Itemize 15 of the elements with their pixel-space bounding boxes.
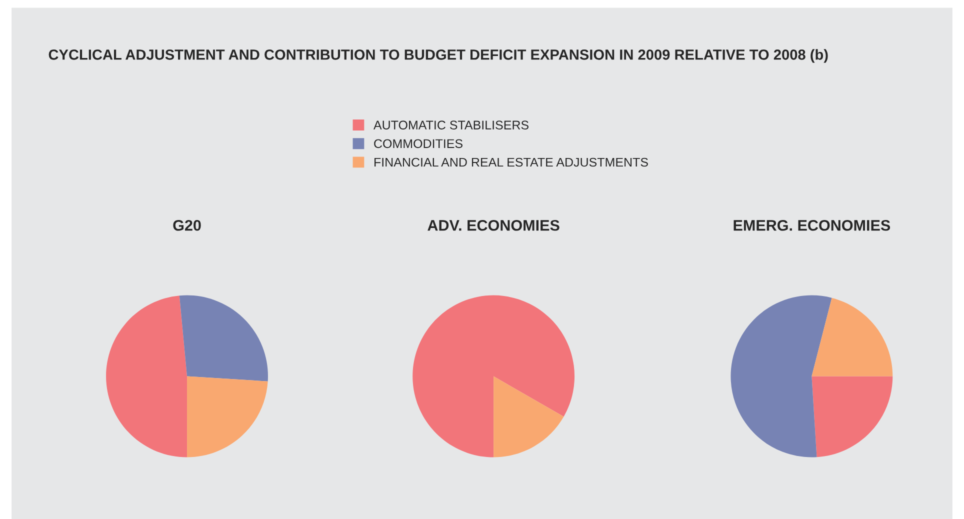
chart-title: EMERG. ECONOMIES bbox=[734, 220, 890, 231]
pie-slice bbox=[106, 296, 188, 458]
pie-slice bbox=[187, 376, 268, 458]
pie-slice bbox=[812, 298, 893, 376]
text: CYCLICAL ADJUSTMENT AND CONTRIBUTION TO BUDGET DEFICIT EXPANSION IN 2009 RELATIVE TO 2008 (b) bbox=[48, 49, 828, 63]
pie-slice bbox=[812, 376, 893, 458]
pie-slice bbox=[412, 295, 575, 458]
pie-slice bbox=[494, 376, 564, 458]
legend-label: FINANCIAL AND REAL ESTATE ADJUSTMENTS bbox=[374, 158, 648, 167]
legend-label: COMMODITIES bbox=[374, 139, 462, 148]
pie-slice bbox=[179, 295, 268, 382]
chart-title: ADV. ECONOMIES bbox=[428, 220, 560, 231]
pie-slice bbox=[730, 295, 832, 458]
legend-label: AUTOMATIC STABILISERS bbox=[373, 120, 528, 130]
text: G20 bbox=[173, 220, 201, 231]
